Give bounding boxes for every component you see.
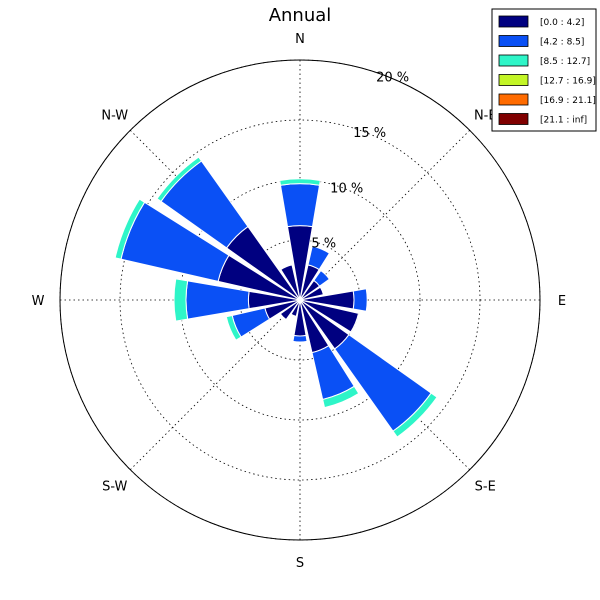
legend-swatch	[498, 54, 529, 67]
direction-label: N-W	[101, 109, 128, 124]
legend-swatch	[498, 113, 529, 125]
direction-label: S-W	[102, 479, 127, 494]
wind-bar-segment	[392, 392, 438, 438]
wind-bar-segment	[279, 299, 301, 321]
wind-bar-segment	[307, 245, 331, 271]
wind-bar-segment	[313, 269, 331, 287]
legend-label: [8.5 : 12.7]	[540, 57, 590, 67]
legend-frame	[491, 8, 597, 132]
wind-bar-segment	[290, 299, 301, 317]
direction-label: S-E	[475, 479, 496, 494]
legend-swatch	[498, 35, 529, 47]
chart-title: Annual	[269, 5, 332, 26]
direction-label: E	[558, 294, 566, 309]
legend: [0.0 : 4.2] [4.2 : 8.5] [8.5 : 12.7] [12.7 …	[491, 8, 597, 132]
radial-tick-label: 15 %	[353, 126, 386, 141]
legend-swatch	[498, 93, 529, 106]
direction-label: S	[296, 556, 304, 571]
wind-sectors	[114, 156, 438, 438]
radial-tick-label: 10 %	[330, 181, 363, 196]
wind-bar-segment	[173, 278, 189, 322]
radial-tick-label: 20 %	[376, 70, 409, 85]
legend-label: [16.9 : 21.1]	[540, 96, 596, 106]
legend-label: [0.0 : 4.2]	[540, 18, 584, 28]
wind-bar-segment	[352, 288, 368, 312]
ring-gridline	[119, 119, 481, 481]
legend-label: [4.2 : 8.5]	[540, 38, 584, 48]
wind-bar-segment	[292, 334, 308, 343]
wind-bar-segment	[299, 286, 324, 301]
wind-bar-segment	[114, 198, 146, 260]
wind-bar-segment	[225, 314, 242, 341]
wind-bar-segment	[279, 178, 321, 186]
wind-bar-segment	[299, 299, 360, 333]
direction-label: W	[32, 294, 45, 309]
wind-bar-segment	[322, 385, 360, 409]
legend-swatch	[498, 15, 529, 28]
ring-gridline	[179, 179, 421, 421]
legend-label: [12.7 : 16.9]	[540, 77, 596, 87]
wind-bar-segment	[279, 183, 321, 228]
wind-bar-segment	[280, 264, 301, 301]
legend-swatch	[498, 74, 529, 86]
wind-bar-segment	[156, 156, 203, 203]
axis-labels: N N-E E S-E S S-W W N-W 5 % 10 % 15 % 20 %	[32, 32, 567, 571]
legend-label: [21.1 : inf]	[540, 116, 587, 126]
radial-tick-label: 5 %	[311, 237, 336, 252]
direction-label: N-E	[474, 109, 497, 124]
direction-label: N	[295, 32, 305, 47]
polar-frame	[59, 59, 541, 541]
